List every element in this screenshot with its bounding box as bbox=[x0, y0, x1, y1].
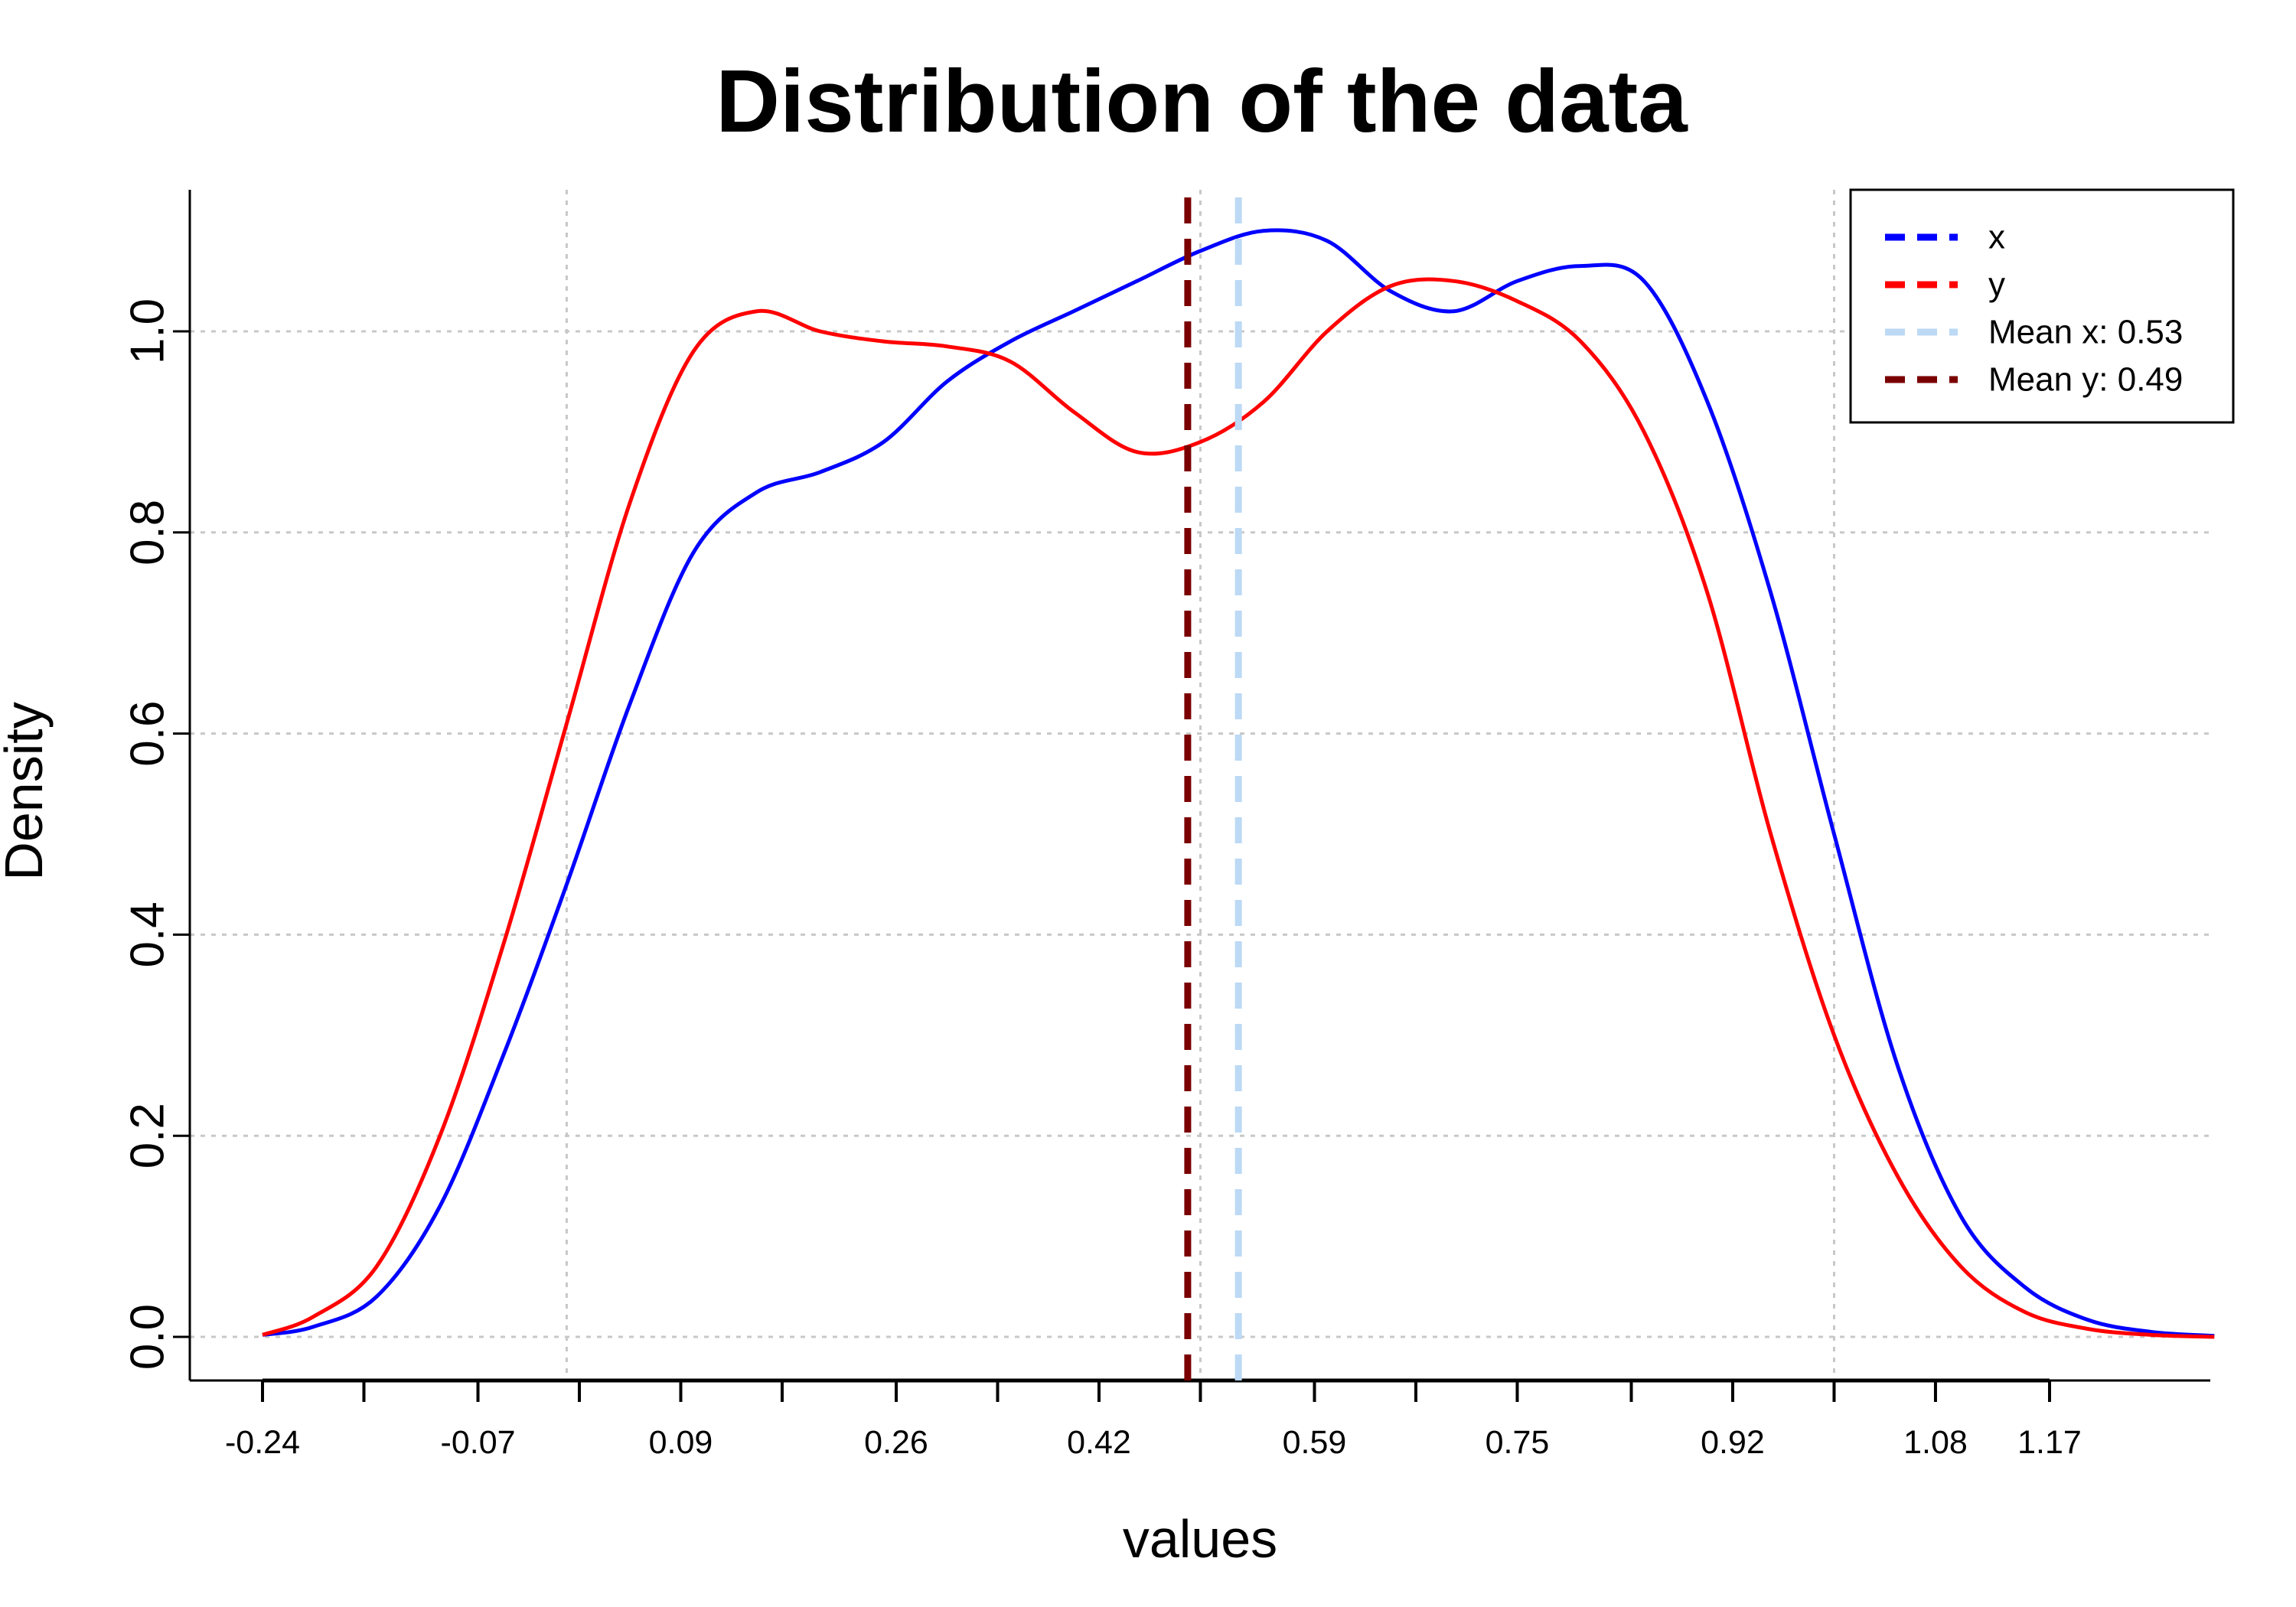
density-line-x bbox=[262, 228, 2215, 1338]
y-tick-label: 0.2 bbox=[122, 1103, 174, 1169]
x-tick-label: 0.92 bbox=[1701, 1424, 1765, 1461]
y-tick-label: 0.4 bbox=[122, 901, 174, 967]
x-tick-label: -0.24 bbox=[225, 1424, 300, 1461]
legend-label-mean-y-0-49: Mean y: 0.49 bbox=[1988, 361, 2183, 399]
axes: 0.0 0.2 0.4 0.6 0.8 1.0 -0.24 -0.07 0.09 0.26 0.42… bbox=[122, 190, 2210, 1461]
x-tick-label: 0.59 bbox=[1283, 1424, 1347, 1461]
x-tick-label: 1.17 bbox=[2017, 1424, 2082, 1461]
y-tick-label: 0.8 bbox=[122, 500, 174, 566]
x-tick-label: 0.09 bbox=[649, 1424, 713, 1461]
legend-label-mean-x-0-53: Mean x: 0.53 bbox=[1988, 314, 2183, 351]
x-tick-label: 1.08 bbox=[1903, 1424, 1968, 1461]
y-tick-label: 0.0 bbox=[122, 1304, 174, 1370]
legend-label-x: x bbox=[1988, 219, 2005, 256]
chart-title: Distribution of the data bbox=[716, 51, 1688, 151]
legend-box bbox=[1849, 188, 2235, 424]
y-tick-label: 1.0 bbox=[122, 298, 174, 364]
grid-lines bbox=[190, 190, 2210, 1380]
density-line-y bbox=[262, 277, 2215, 1339]
legend-label-y: y bbox=[1988, 266, 2005, 304]
mean-lines bbox=[1184, 197, 1242, 1380]
legend: xy Mean x: 0.53 Mean y: 0.49 bbox=[1849, 188, 2235, 424]
x-tick-label: 0.42 bbox=[1067, 1424, 1131, 1461]
x-tick-label: 0.26 bbox=[864, 1424, 928, 1461]
x-tick-label: 0.75 bbox=[1486, 1424, 1550, 1461]
y-tick-label: 0.6 bbox=[122, 700, 174, 766]
x-tick-label: -0.07 bbox=[441, 1424, 516, 1461]
y-axis-label: Density bbox=[0, 702, 54, 880]
x-axis-label: values bbox=[1123, 1509, 1277, 1569]
